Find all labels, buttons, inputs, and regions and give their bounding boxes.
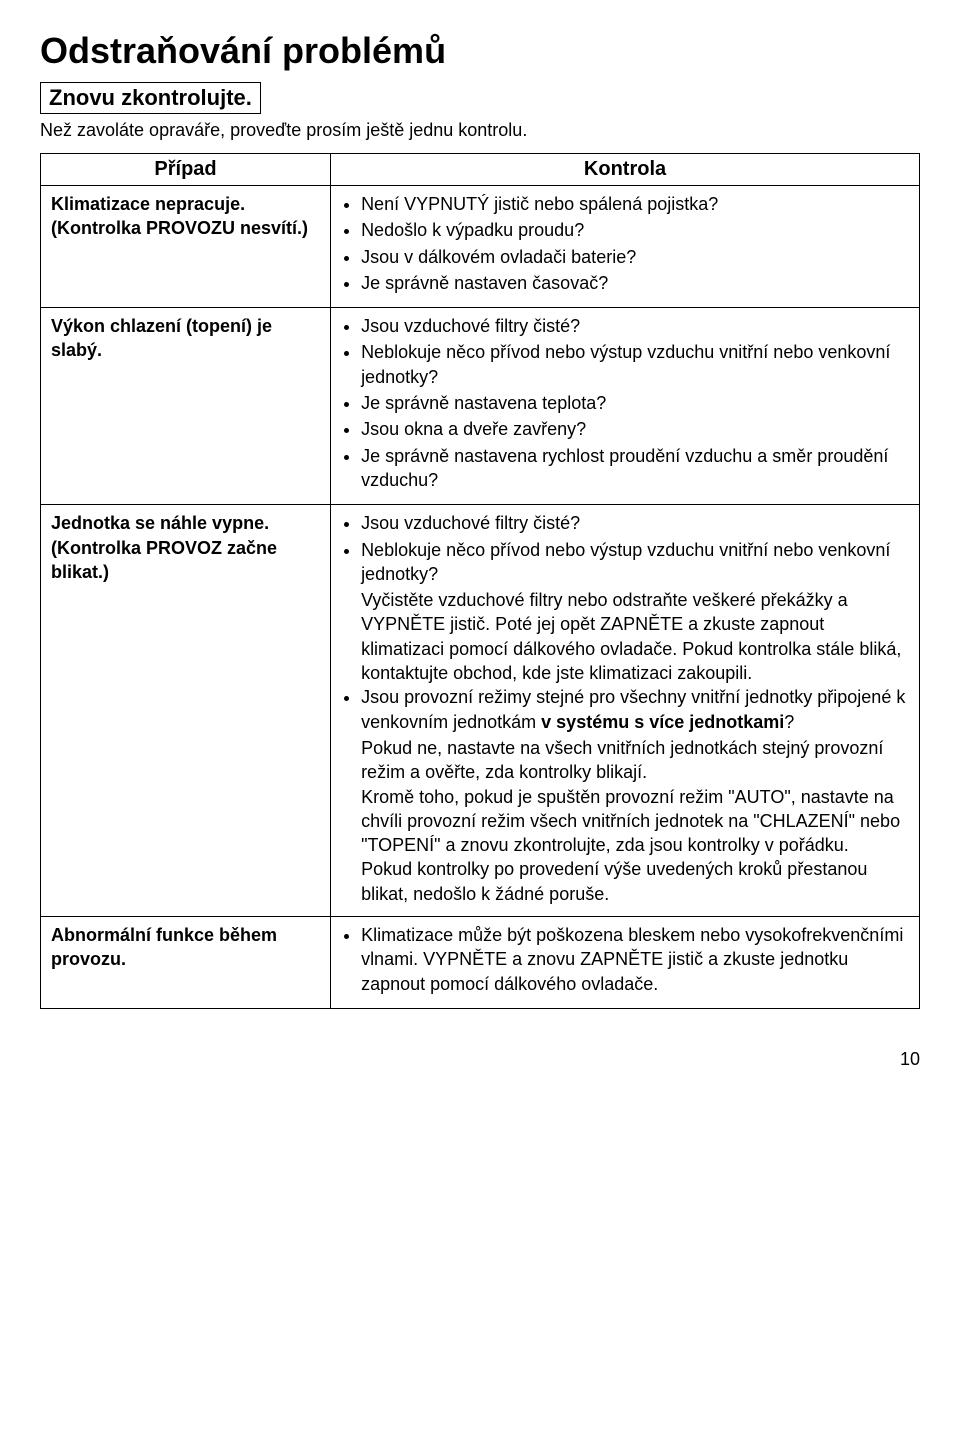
case-text: Výkon chlazení (topení) je slabý. bbox=[51, 314, 320, 363]
subheading-box: Znovu zkontrolujte. bbox=[40, 82, 261, 114]
table-header-row: Případ Kontrola bbox=[41, 154, 920, 186]
list-item: Nedošlo k výpadku proudu? bbox=[361, 218, 909, 242]
check-cell: Jsou vzduchové filtry čisté? Neblokuje n… bbox=[331, 308, 920, 505]
check-list: Jsou vzduchové filtry čisté? Neblokuje n… bbox=[341, 511, 909, 586]
header-check: Kontrola bbox=[331, 154, 920, 186]
header-case: Případ bbox=[41, 154, 331, 186]
list-item: Klimatizace může být poškozena bleskem n… bbox=[361, 923, 909, 996]
case-text: Jednotka se náhle vypne. bbox=[51, 511, 320, 535]
case-cell: Jednotka se náhle vypne. (Kontrolka PROV… bbox=[41, 505, 331, 917]
case-cell: Klimatizace nepracuje. (Kontrolka PROVOZ… bbox=[41, 186, 331, 308]
continuation-text: Vyčistěte vzduchové filtry nebo odstraňt… bbox=[361, 588, 909, 685]
list-item: Jsou vzduchové filtry čisté? bbox=[361, 314, 909, 338]
continuation-text: Pokud ne, nastavte na všech vnitřních je… bbox=[361, 736, 909, 785]
list-item: Neblokuje něco přívod nebo výstup vzduch… bbox=[361, 340, 909, 389]
check-list: Klimatizace může být poškozena bleskem n… bbox=[341, 923, 909, 996]
table-row: Abnormální funkce během provozu. Klimati… bbox=[41, 917, 920, 1009]
page-title: Odstraňování problémů bbox=[40, 30, 920, 72]
case-text: Abnormální funkce během provozu. bbox=[51, 923, 320, 972]
case-cell: Abnormální funkce během provozu. bbox=[41, 917, 331, 1009]
continuation-text: Pokud kontrolky po provedení výše uveden… bbox=[361, 857, 909, 906]
case-cell: Výkon chlazení (topení) je slabý. bbox=[41, 308, 331, 505]
list-item: Neblokuje něco přívod nebo výstup vzduch… bbox=[361, 538, 909, 587]
check-list: Jsou vzduchové filtry čisté? Neblokuje n… bbox=[341, 314, 909, 492]
list-item: Je správně nastavena rychlost proudění v… bbox=[361, 444, 909, 493]
table-row: Jednotka se náhle vypne. (Kontrolka PROV… bbox=[41, 505, 920, 917]
list-item: Není VYPNUTÝ jistič nebo spálená pojistk… bbox=[361, 192, 909, 216]
troubleshooting-table: Případ Kontrola Klimatizace nepracuje. (… bbox=[40, 153, 920, 1009]
check-cell: Není VYPNUTÝ jistič nebo spálená pojistk… bbox=[331, 186, 920, 308]
check-list: Jsou provozní režimy stejné pro všechny … bbox=[341, 685, 909, 734]
case-text: (Kontrolka PROVOZU nesvítí.) bbox=[51, 216, 320, 240]
table-row: Výkon chlazení (topení) je slabý. Jsou v… bbox=[41, 308, 920, 505]
check-list: Není VYPNUTÝ jistič nebo spálená pojistk… bbox=[341, 192, 909, 295]
intro-text: Než zavoláte opraváře, proveďte prosím j… bbox=[40, 120, 920, 141]
list-item: Jsou v dálkovém ovladači baterie? bbox=[361, 245, 909, 269]
list-item: Je správně nastavena teplota? bbox=[361, 391, 909, 415]
table-row: Klimatizace nepracuje. (Kontrolka PROVOZ… bbox=[41, 186, 920, 308]
bold-text: v systému s více jednotkami bbox=[541, 712, 784, 732]
list-item: Je správně nastaven časovač? bbox=[361, 271, 909, 295]
case-text: Klimatizace nepracuje. bbox=[51, 192, 320, 216]
text-span: ? bbox=[784, 712, 794, 732]
list-item: Jsou okna a dveře zavřeny? bbox=[361, 417, 909, 441]
list-item: Jsou provozní režimy stejné pro všechny … bbox=[361, 685, 909, 734]
page-number: 10 bbox=[40, 1049, 920, 1070]
check-cell: Klimatizace může být poškozena bleskem n… bbox=[331, 917, 920, 1009]
list-item: Jsou vzduchové filtry čisté? bbox=[361, 511, 909, 535]
check-cell: Jsou vzduchové filtry čisté? Neblokuje n… bbox=[331, 505, 920, 917]
continuation-text: Kromě toho, pokud je spuštěn provozní re… bbox=[361, 785, 909, 858]
case-text: (Kontrolka PROVOZ začne blikat.) bbox=[51, 536, 320, 585]
